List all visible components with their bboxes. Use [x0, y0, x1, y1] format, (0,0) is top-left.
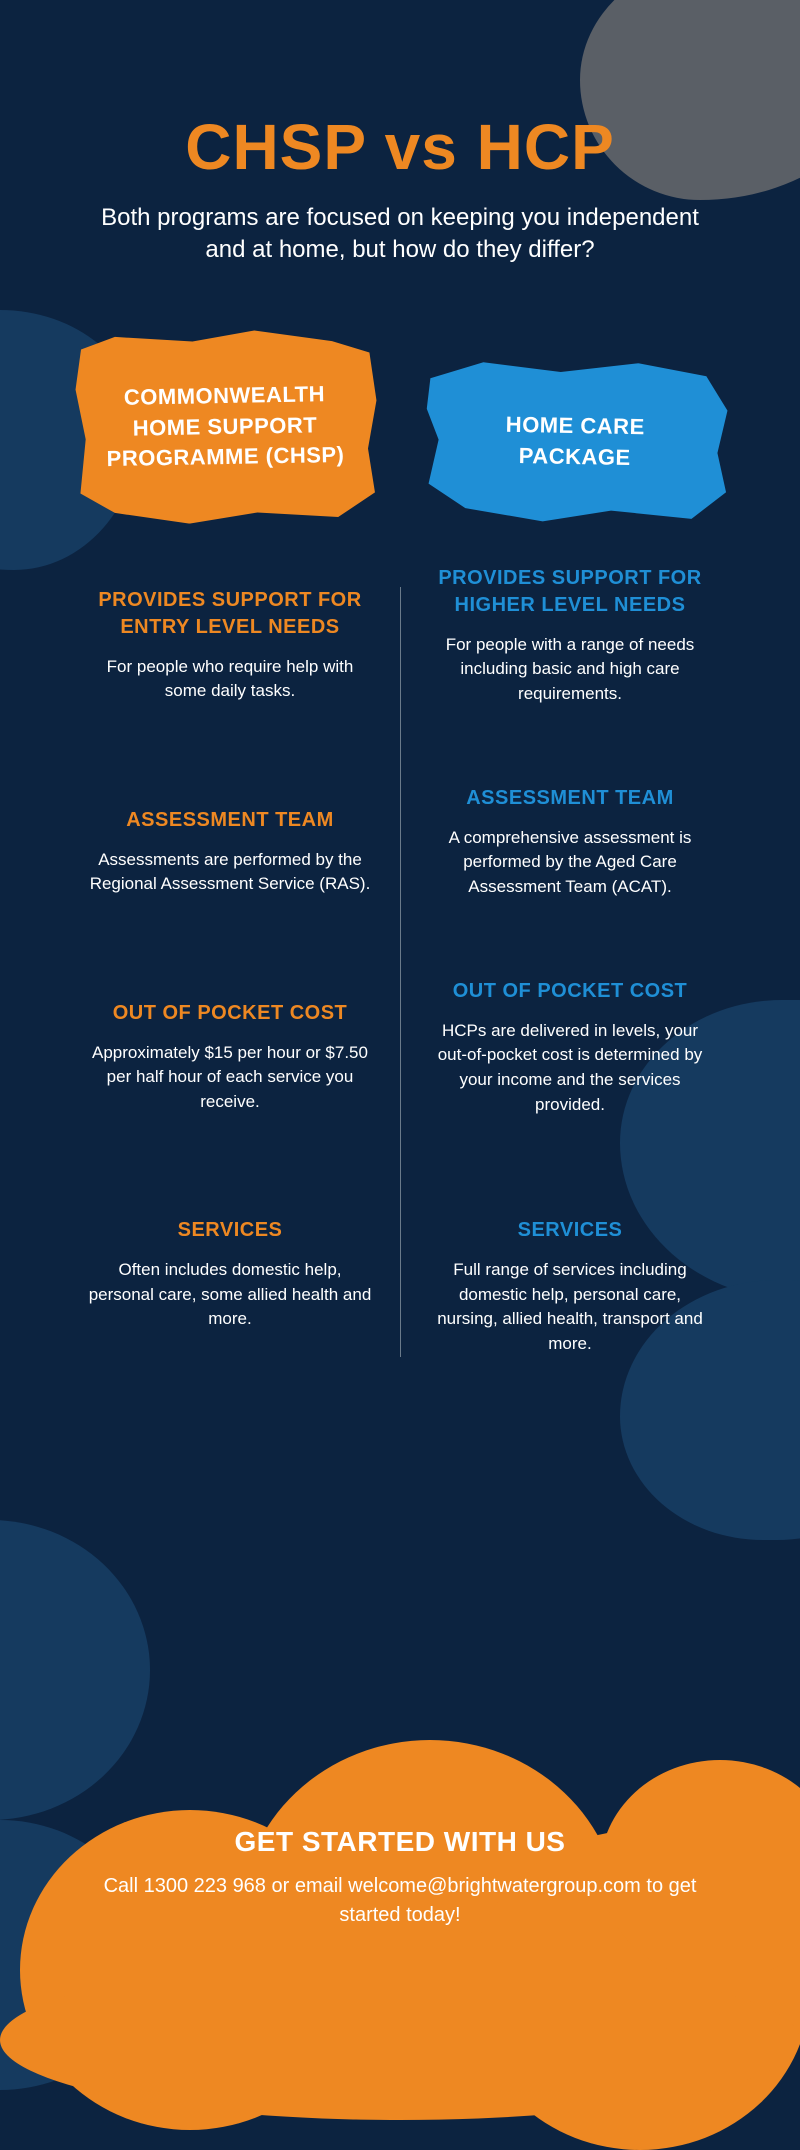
page-subtitle: Both programs are focused on keeping you…: [90, 202, 710, 267]
section-body: Assessments are performed by the Regiona…: [88, 848, 372, 897]
program-badges: COMMONWEALTH HOME SUPPORT PROGRAMME (CHS…: [0, 327, 800, 527]
compare-cell-hcp: ASSESSMENT TEAM A comprehensive assessme…: [400, 785, 740, 900]
section-body: For people with a range of needs includi…: [428, 633, 712, 707]
comparison-table: PROVIDES SUPPORT FOR ENTRY LEVEL NEEDS F…: [60, 587, 740, 1357]
section-body: A comprehensive assessment is performed …: [428, 826, 712, 900]
section-heading: SERVICES: [88, 1217, 372, 1244]
section-heading: OUT OF POCKET COST: [88, 1000, 372, 1027]
section-heading: ASSESSMENT TEAM: [428, 785, 712, 812]
badge-hcp-label: HOME CARE PACKAGE: [447, 409, 702, 475]
column-divider: [400, 587, 401, 1357]
section-body: Often includes domestic help, personal c…: [88, 1258, 372, 1332]
section-heading: PROVIDES SUPPORT FOR HIGHER LEVEL NEEDS: [428, 565, 712, 619]
badge-hcp: HOME CARE PACKAGE: [419, 354, 732, 529]
decor-blob-blue: [0, 1520, 150, 1820]
compare-cell-chsp: OUT OF POCKET COST Approximately $15 per…: [60, 1000, 400, 1118]
section-heading: OUT OF POCKET COST: [428, 978, 712, 1005]
section-body: For people who require help with some da…: [88, 655, 372, 704]
compare-cell-hcp: OUT OF POCKET COST HCPs are delivered in…: [400, 978, 740, 1118]
section-body: Full range of services including domesti…: [428, 1258, 712, 1357]
section-body: HCPs are delivered in levels, your out-o…: [428, 1019, 712, 1118]
compare-cell-hcp: SERVICES Full range of services includin…: [400, 1217, 740, 1357]
page-title: CHSP vs HCP: [0, 0, 800, 184]
section-heading: ASSESSMENT TEAM: [88, 807, 372, 834]
compare-cell-chsp: SERVICES Often includes domestic help, p…: [60, 1217, 400, 1357]
badge-chsp: COMMONWEALTH HOME SUPPORT PROGRAMME (CHS…: [68, 324, 381, 529]
footer-body: Call 1300 223 968 or email welcome@brigh…: [80, 1872, 720, 1930]
compare-cell-chsp: ASSESSMENT TEAM Assessments are performe…: [60, 807, 400, 900]
compare-cell-chsp: PROVIDES SUPPORT FOR ENTRY LEVEL NEEDS F…: [60, 587, 400, 707]
section-heading: SERVICES: [428, 1217, 712, 1244]
footer-heading: GET STARTED WITH US: [80, 1826, 720, 1858]
section-heading: PROVIDES SUPPORT FOR ENTRY LEVEL NEEDS: [88, 587, 372, 641]
footer-cta: GET STARTED WITH US Call 1300 223 968 or…: [0, 1826, 800, 1930]
compare-cell-hcp: PROVIDES SUPPORT FOR HIGHER LEVEL NEEDS …: [400, 565, 740, 707]
section-body: Approximately $15 per hour or $7.50 per …: [88, 1041, 372, 1115]
badge-chsp-label: COMMONWEALTH HOME SUPPORT PROGRAMME (CHS…: [97, 378, 353, 475]
